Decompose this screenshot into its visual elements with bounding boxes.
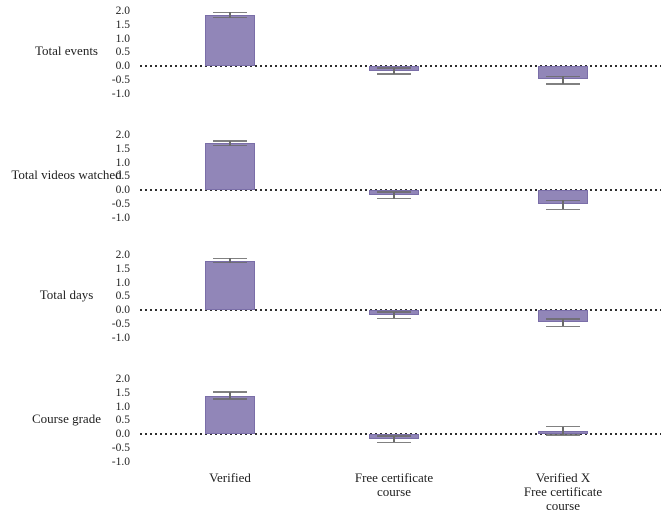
ytick-label: 1.0 xyxy=(115,400,130,413)
ytick-label: -0.5 xyxy=(111,73,130,86)
ytick-label: -1.0 xyxy=(111,211,130,224)
error-bar-line xyxy=(229,140,231,146)
error-bar-line xyxy=(393,68,395,74)
error-bar-cap-bottom xyxy=(377,197,411,200)
error-bar-cap-top xyxy=(546,199,580,202)
error-bar-cap-bottom xyxy=(213,261,247,264)
error-bar-cap-top xyxy=(377,67,411,69)
ytick-label: 0.0 xyxy=(115,60,130,72)
x-category-label: Verified X Free certificate course xyxy=(523,470,603,513)
error-bar-cap-bottom xyxy=(546,83,580,85)
error-bar-cap-top xyxy=(377,191,411,193)
ytick-label: -0.5 xyxy=(111,317,130,330)
ytick-label: 0.0 xyxy=(115,428,130,440)
ytick-label: 1.5 xyxy=(115,18,130,31)
ytick-label: 0.5 xyxy=(115,170,130,183)
error-bar-cap-bottom xyxy=(377,73,411,75)
panel-row-label: Total days xyxy=(39,287,94,302)
error-bar-cap-top xyxy=(213,11,247,14)
bar-total-videos-watched-0 xyxy=(205,143,255,190)
ytick-label: 2.0 xyxy=(115,5,130,17)
bar-total-events-0 xyxy=(205,15,255,66)
error-bar-cap-top xyxy=(213,257,247,260)
error-bar-line xyxy=(229,392,231,399)
ytick-label: 1.0 xyxy=(115,276,130,289)
ytick-label: 1.0 xyxy=(115,156,130,169)
error-bar-cap-top xyxy=(377,435,411,437)
ytick-label: 2.0 xyxy=(115,373,130,385)
error-bar-cap-top xyxy=(546,75,580,78)
error-bar-cap-bottom xyxy=(213,16,247,19)
x-category-label: Verified xyxy=(209,470,251,485)
ytick-label: 1.5 xyxy=(115,262,130,275)
panel-row-label: Total videos watched xyxy=(11,167,122,182)
error-bar-cap-bottom xyxy=(213,398,247,400)
error-bar-line xyxy=(393,435,395,443)
ytick-label: 1.5 xyxy=(115,386,130,399)
error-bar-cap-top xyxy=(377,311,411,313)
ytick-label: -1.0 xyxy=(111,87,130,100)
ytick-label: 0.5 xyxy=(115,46,130,59)
ytick-label: 0.5 xyxy=(115,414,130,427)
error-bar-cap-top xyxy=(213,140,247,142)
error-bar-cap-bottom xyxy=(546,208,580,210)
error-bar-cap-bottom xyxy=(546,325,580,328)
ytick-label: -0.5 xyxy=(111,197,130,210)
ytick-label: 0.5 xyxy=(115,290,130,303)
ytick-label: 0.0 xyxy=(115,304,130,316)
error-bar-line xyxy=(562,319,564,327)
ytick-label: -0.5 xyxy=(111,441,130,454)
error-bar-cap-bottom xyxy=(546,434,580,436)
error-bar-line xyxy=(229,12,231,18)
ytick-label: 1.0 xyxy=(115,32,130,45)
bar-course-grade-0 xyxy=(205,395,255,434)
error-bar-line xyxy=(393,192,395,199)
panel-row-label: Course grade xyxy=(32,411,101,426)
x-category-label: Free certificate course xyxy=(354,470,434,499)
error-bar-cap-top xyxy=(546,318,580,320)
error-bar-line xyxy=(562,426,564,436)
error-bar-line xyxy=(562,76,564,84)
error-bar-line xyxy=(562,200,564,210)
ytick-label: 2.0 xyxy=(115,249,130,261)
error-bar-cap-bottom xyxy=(213,144,247,147)
ytick-label: 0.0 xyxy=(115,184,130,196)
ytick-label: -1.0 xyxy=(111,455,130,468)
error-bar-line xyxy=(229,258,231,263)
ytick-label: 1.5 xyxy=(115,142,130,155)
error-bar-cap-top xyxy=(546,425,580,428)
error-bar-cap-top xyxy=(213,391,247,393)
ytick-label: -1.0 xyxy=(111,331,130,344)
panel-row-label: Total events xyxy=(35,43,98,58)
bar-total-days-0 xyxy=(205,260,255,310)
error-bar-line xyxy=(393,312,395,319)
error-bar-cap-bottom xyxy=(377,317,411,319)
ytick-label: 2.0 xyxy=(115,129,130,141)
error-bar-cap-bottom xyxy=(377,441,411,443)
